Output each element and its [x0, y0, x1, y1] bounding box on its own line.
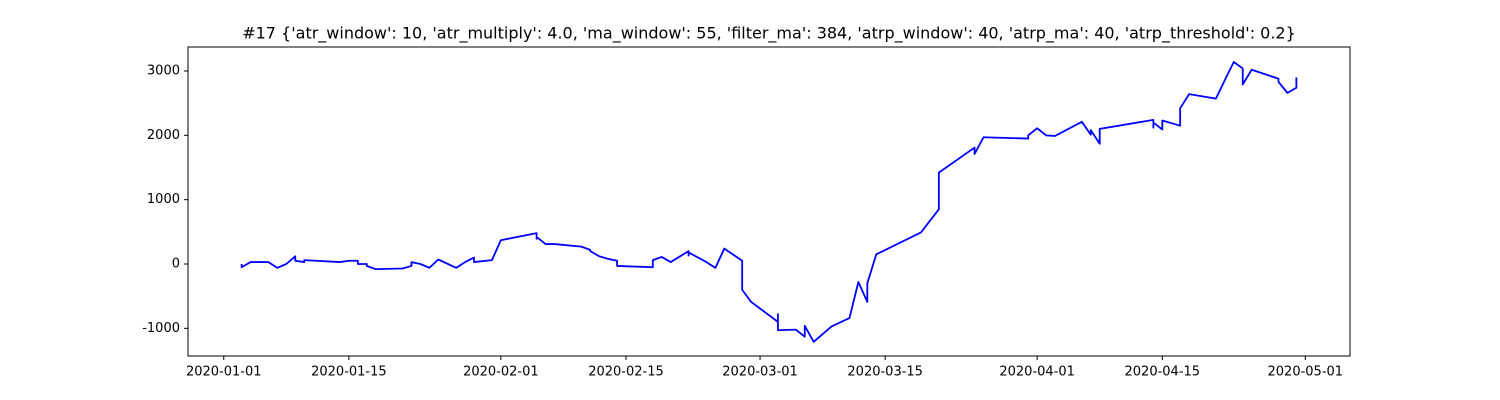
x-tick-label: 2020-01-15	[311, 365, 387, 380]
x-tick-label: 2020-03-15	[847, 365, 923, 380]
chart-title: #17 {'atr_window': 10, 'atr_multiply': 4…	[242, 24, 1296, 44]
y-tick-label: 2000	[147, 128, 180, 143]
y-tick-label: 0	[172, 257, 180, 272]
x-tick-label: 2020-05-01	[1268, 365, 1344, 380]
y-tick-label: -1000	[142, 321, 180, 336]
y-tick-label: 1000	[147, 192, 180, 207]
x-tick-label: 2020-03-01	[722, 365, 798, 380]
x-tick-label: 2020-02-15	[588, 365, 664, 380]
x-tick-label: 2020-04-15	[1125, 365, 1201, 380]
x-tick-label: 2020-01-01	[186, 365, 262, 380]
x-tick-label: 2020-04-01	[999, 365, 1075, 380]
x-tick-label: 2020-02-01	[463, 365, 539, 380]
y-tick-label: 3000	[147, 63, 180, 78]
line	[240, 61, 1298, 343]
plot-frame	[187, 46, 1351, 357]
